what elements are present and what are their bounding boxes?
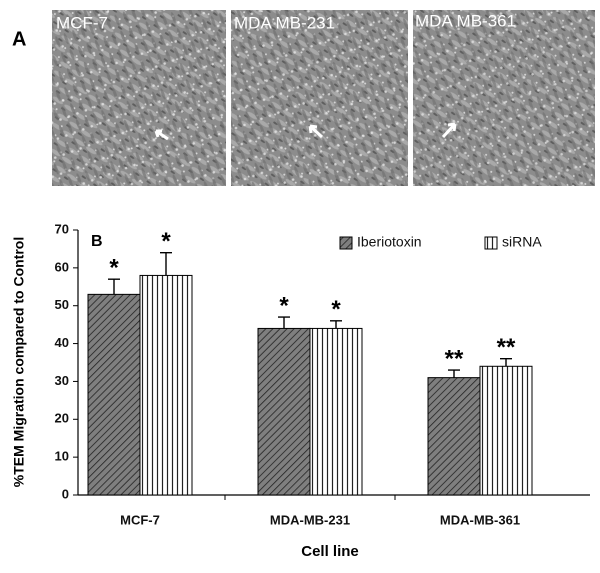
y-tick-label: 40 xyxy=(55,335,69,350)
bar xyxy=(427,377,481,496)
y-tick-label: 70 xyxy=(55,221,69,236)
y-tick-label: 50 xyxy=(55,297,69,312)
panel-label: B xyxy=(91,233,103,250)
micrograph: MDA MB-231 xyxy=(231,10,408,186)
image-label: MCF-7 xyxy=(56,13,108,32)
legend-swatch xyxy=(484,236,498,250)
significance: * xyxy=(279,292,289,319)
micrograph: MDA MB-361 xyxy=(413,10,595,186)
y-tick-label: 10 xyxy=(55,449,69,464)
significance: ** xyxy=(497,334,516,361)
error-bar xyxy=(330,320,342,329)
error-bar xyxy=(278,316,290,329)
error-bar xyxy=(500,358,512,367)
significance: * xyxy=(109,255,119,282)
error-bar xyxy=(108,278,120,295)
error-bar xyxy=(160,252,172,276)
significance: * xyxy=(161,228,171,255)
bar xyxy=(257,327,311,496)
significance: ** xyxy=(445,345,464,372)
legend-label: siRNA xyxy=(502,234,542,250)
legend-swatch xyxy=(339,236,353,250)
image-label: MDA MB-361 xyxy=(415,11,516,30)
bar xyxy=(87,293,141,496)
bar xyxy=(309,327,363,496)
x-tick-label: MCF-7 xyxy=(120,512,160,527)
y-tick-label: 30 xyxy=(55,373,69,388)
legend-label: Iberiotoxin xyxy=(357,234,422,250)
image-label: MDA MB-231 xyxy=(234,13,335,32)
x-tick-label: MDA-MB-231 xyxy=(270,512,350,527)
bar xyxy=(139,274,193,496)
x-tick-label: MDA-MB-361 xyxy=(440,512,520,527)
y-tick-label: 20 xyxy=(55,411,69,426)
panel-label: A xyxy=(12,28,26,50)
error-bar xyxy=(448,369,460,378)
y-axis-title: %TEM Migration compared to Control xyxy=(11,237,27,487)
y-tick-label: 0 xyxy=(62,486,69,501)
x-axis-title: Cell line xyxy=(301,543,359,560)
significance: * xyxy=(331,296,341,323)
y-tick-label: 60 xyxy=(55,259,69,274)
bar xyxy=(479,365,533,496)
micrograph: MCF-7 xyxy=(52,10,226,186)
